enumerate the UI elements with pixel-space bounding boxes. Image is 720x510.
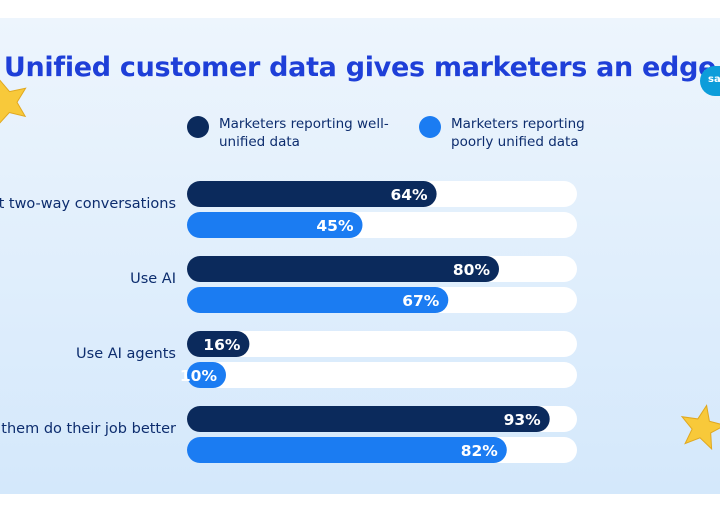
legend-swatch-blue xyxy=(419,116,441,138)
bar xyxy=(187,437,507,463)
legend-swatch-dark xyxy=(187,116,209,138)
bar-value-label: 82% xyxy=(461,442,499,460)
legend-item-poorly-unified: Marketers reporting poorly unified data xyxy=(419,115,626,151)
bar-value-label: 80% xyxy=(453,261,491,279)
bar-value-label: 16% xyxy=(203,336,241,354)
bar-track xyxy=(187,331,577,357)
category-label: Use AI xyxy=(130,271,176,287)
star-icon xyxy=(0,79,27,124)
decorations xyxy=(0,79,720,451)
bar-value-label: 10% xyxy=(180,367,218,385)
category-label: Use AI agents xyxy=(76,346,176,362)
legend-label-poorly-unified: Marketers reporting poorly unified data xyxy=(451,116,585,150)
star-icon xyxy=(680,404,720,451)
bar xyxy=(187,331,250,357)
bar xyxy=(187,287,449,313)
bar-value-label: 45% xyxy=(316,217,354,235)
legend-item-well-unified: Marketers reporting well-unified data xyxy=(187,115,394,151)
bar xyxy=(187,362,226,388)
bar-value-label: 67% xyxy=(402,292,440,310)
bar xyxy=(187,212,363,238)
bar-value-label: 93% xyxy=(504,411,542,429)
bar xyxy=(187,181,437,207)
legend-label-well-unified: Marketers reporting well-unified data xyxy=(219,116,389,150)
category-label: ort two-way conversations xyxy=(0,196,176,212)
logo-text: sa xyxy=(708,74,720,85)
bars: 64% 45% 80% 67% 16% 10% 93% 82% xyxy=(180,181,577,463)
bar xyxy=(187,406,550,432)
chart-title: Unified customer data gives marketers an… xyxy=(3,52,717,83)
bar-value-label: 64% xyxy=(390,186,428,204)
bar-track xyxy=(187,362,577,388)
bar xyxy=(187,256,499,282)
salesforce-logo: sa xyxy=(700,66,720,96)
category-label: ps them do their job better xyxy=(0,421,176,437)
